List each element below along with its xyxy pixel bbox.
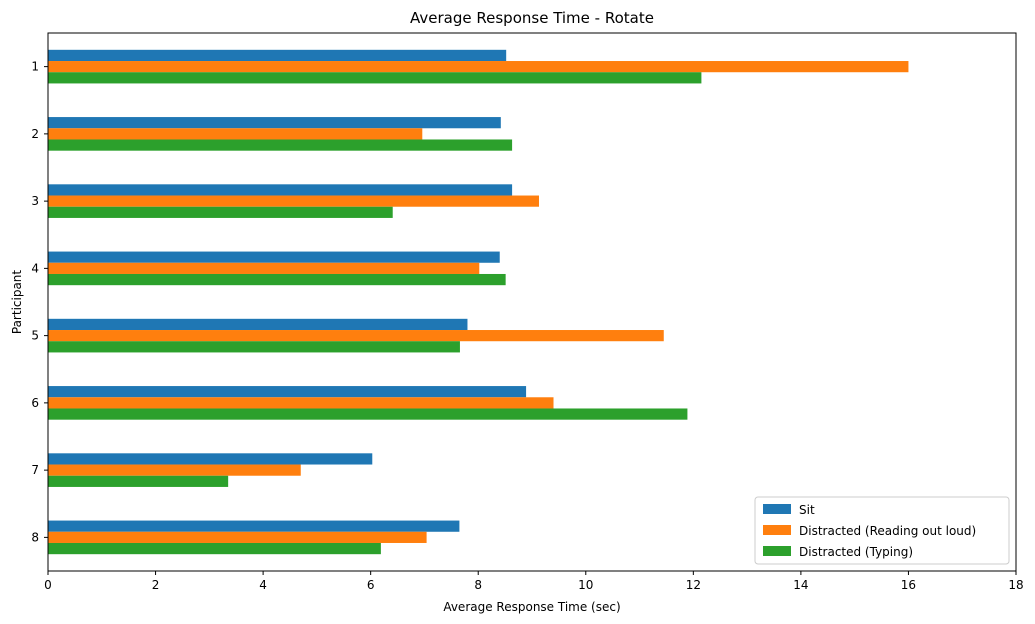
x-tick-label: 14 bbox=[793, 578, 808, 592]
x-axis-label: Average Response Time (sec) bbox=[443, 600, 620, 614]
bar-1-participant-6 bbox=[48, 386, 527, 398]
y-tick-label: 8 bbox=[31, 530, 39, 544]
y-axis-label: Participant bbox=[10, 270, 24, 335]
bar-2-participant-2 bbox=[48, 128, 423, 140]
y-tick-label: 5 bbox=[31, 329, 39, 343]
legend-swatch bbox=[763, 546, 791, 556]
x-tick-label: 4 bbox=[259, 578, 267, 592]
x-tick-label: 16 bbox=[901, 578, 916, 592]
bar-2-participant-7 bbox=[48, 464, 301, 476]
bar-3-participant-6 bbox=[48, 408, 688, 420]
bar-1-participant-3 bbox=[48, 184, 513, 196]
bar-3-participant-7 bbox=[48, 475, 229, 487]
bar-2-participant-8 bbox=[48, 531, 427, 543]
x-tick-label: 0 bbox=[44, 578, 52, 592]
x-tick-label: 6 bbox=[367, 578, 375, 592]
bar-3-participant-4 bbox=[48, 273, 506, 286]
y-tick-label: 6 bbox=[31, 396, 39, 410]
legend-label: Distracted (Reading out loud) bbox=[799, 524, 976, 538]
x-axis-ticks: 0 2 4 6 8 10 12 14 16 18 bbox=[44, 571, 1024, 592]
bars-group bbox=[48, 49, 909, 555]
y-tick-label: 4 bbox=[31, 261, 39, 275]
bar-2-participant-3 bbox=[48, 195, 539, 207]
y-tick-label: 2 bbox=[31, 127, 39, 141]
plot-frame bbox=[47, 32, 1017, 572]
y-tick-label: 3 bbox=[31, 194, 39, 208]
x-tick-label: 8 bbox=[474, 578, 482, 592]
y-axis-ticks: 1 2 3 4 5 6 7 8 bbox=[31, 60, 48, 544]
bar-3-participant-5 bbox=[48, 341, 460, 353]
chart-title: Average Response Time - Rotate bbox=[410, 9, 654, 27]
x-tick-label: 12 bbox=[686, 578, 701, 592]
legend-label: Sit bbox=[799, 503, 815, 517]
bar-2-participant-4 bbox=[48, 262, 480, 274]
bar-1-participant-2 bbox=[48, 117, 501, 129]
bar-2-participant-6 bbox=[48, 397, 554, 409]
x-tick-label: 18 bbox=[1008, 578, 1023, 592]
bar-3-participant-2 bbox=[48, 139, 513, 151]
bar-2-participant-5 bbox=[48, 330, 664, 342]
legend-swatch bbox=[763, 504, 791, 514]
bar-1-participant-1 bbox=[48, 49, 507, 62]
bar-2-participant-1 bbox=[48, 61, 909, 73]
bar-3-participant-8 bbox=[48, 542, 381, 555]
y-tick-label: 1 bbox=[31, 60, 39, 74]
legend: Sit Distracted (Reading out loud) Distract… bbox=[754, 496, 1010, 565]
x-tick-label: 10 bbox=[578, 578, 593, 592]
x-tick-label: 2 bbox=[152, 578, 160, 592]
bar-1-participant-8 bbox=[48, 520, 460, 532]
bar-1-participant-7 bbox=[48, 453, 373, 465]
legend-frame bbox=[754, 496, 1010, 565]
bar-1-participant-5 bbox=[48, 318, 468, 331]
bar-3-participant-1 bbox=[48, 72, 702, 84]
legend-swatch bbox=[763, 525, 791, 535]
legend-label: Distracted (Typing) bbox=[799, 545, 913, 559]
y-tick-label: 7 bbox=[31, 463, 39, 477]
bar-3-participant-3 bbox=[48, 206, 393, 218]
bar-1-participant-4 bbox=[48, 251, 500, 263]
